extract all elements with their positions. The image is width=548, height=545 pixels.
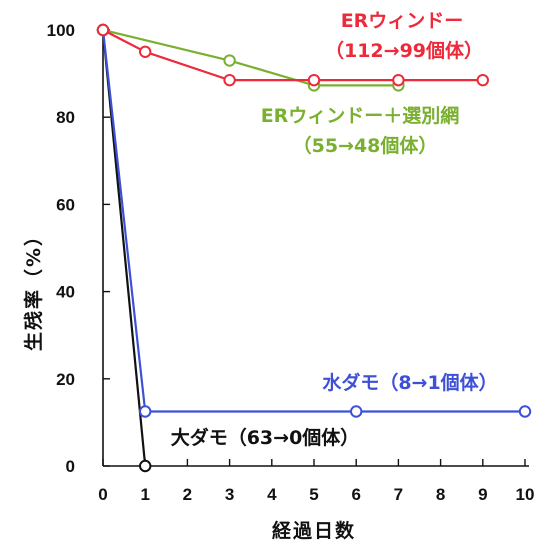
data-point-er	[392, 73, 405, 87]
x-tick-label: 4	[267, 485, 277, 504]
series-label-er: （112→99個体）	[325, 39, 483, 62]
data-point-er	[307, 73, 321, 87]
data-point-er	[139, 45, 152, 58]
series-er	[96, 23, 489, 87]
series-label-er: ERウィンドー	[341, 10, 464, 32]
series-layer	[96, 23, 532, 473]
x-tick-label: 2	[183, 485, 192, 504]
x-tick-label: 5	[309, 485, 318, 504]
x-tick-label: 6	[351, 485, 360, 504]
y-tick-label: 40	[56, 283, 75, 302]
series-line-mizudamo	[101, 29, 525, 413]
y-tick-label: 60	[56, 195, 75, 214]
y-tick-label: 80	[56, 108, 75, 127]
data-point-oodamo	[139, 459, 152, 473]
axes: 0 20 40 60 80 100 0 1 2 3 4 5 6 7 8 9 10 経過日数 生残率（%）	[22, 21, 534, 542]
labels-layer: ERウィンドー （112→99個体） ERウィンドー＋選別網 （55→48個体） 水ダモ…	[171, 10, 498, 449]
data-point-mizudamo	[350, 405, 363, 418]
x-axis-title: 経過日数	[272, 519, 356, 542]
series-label-er_net: ERウィンドー＋選別網	[261, 104, 460, 127]
x-tick-label: 7	[394, 485, 403, 504]
series-line-er	[102, 29, 483, 82]
y-tick-label: 20	[56, 370, 75, 389]
data-point-mizudamo	[139, 405, 152, 418]
series-label-mizudamo: 水ダモ（8→1個体）	[322, 371, 497, 394]
x-tick-label: 10	[516, 485, 535, 504]
data-point-er_net	[223, 54, 236, 67]
y-axis-title: 生残率（%）	[22, 225, 45, 351]
series-label-oodamo: 大ダモ（63→0個体）	[171, 426, 360, 449]
y-tick-label: 100	[47, 21, 75, 40]
x-tick-label: 8	[436, 485, 445, 504]
data-point-er	[476, 73, 489, 87]
x-tick-label: 9	[478, 485, 487, 504]
y-tick-label: 0	[66, 457, 75, 476]
series-oodamo	[96, 23, 152, 473]
data-point-mizudamo	[518, 405, 532, 418]
data-point-er	[96, 23, 110, 37]
x-tick-label: 3	[225, 485, 234, 504]
data-point-er	[223, 73, 236, 87]
x-tick-label: 0	[98, 485, 107, 504]
series-label-er_net: （55→48個体）	[293, 134, 438, 157]
series-line-er_net	[102, 28, 399, 87]
x-tick-label: 1	[140, 485, 149, 504]
